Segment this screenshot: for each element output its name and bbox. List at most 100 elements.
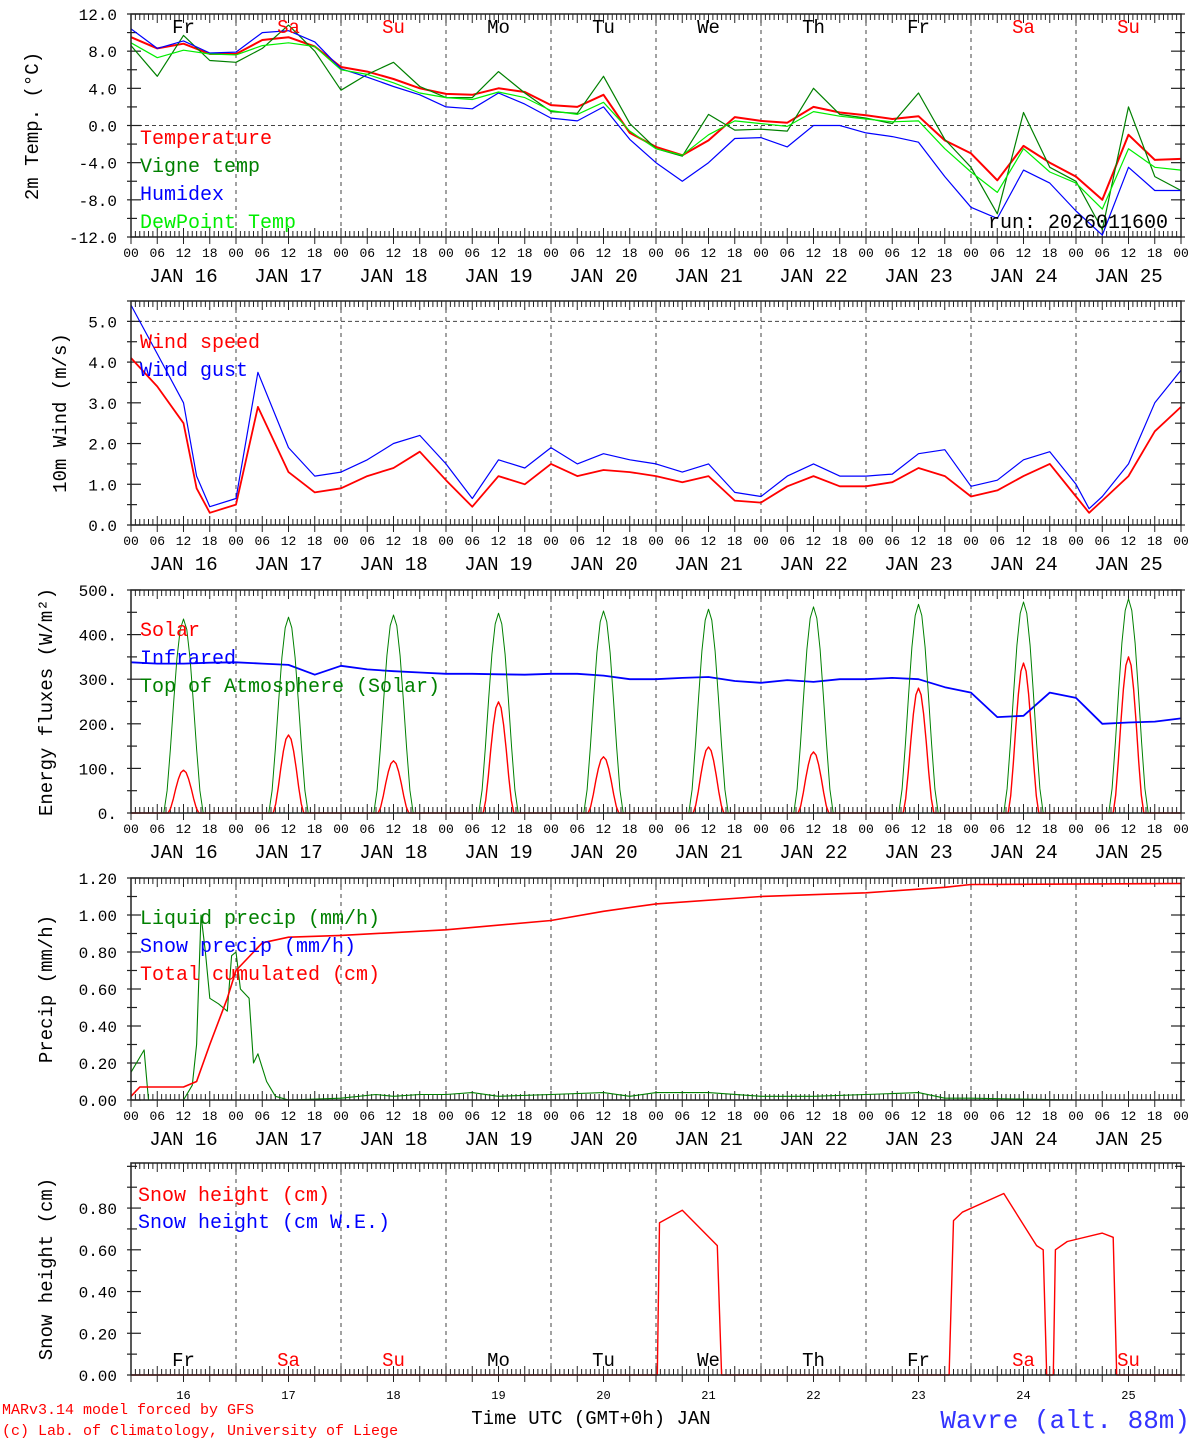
y-tick-label: 12.0 bbox=[79, 7, 117, 25]
x-hour-label: 06 bbox=[1094, 534, 1110, 549]
x-hour-label: 18 bbox=[727, 822, 743, 837]
x-hour-label: 18 bbox=[412, 822, 428, 837]
weekday-label: Fr bbox=[172, 1350, 195, 1372]
x-hour-label: 12 bbox=[176, 1109, 192, 1124]
x-hour-label: 18 bbox=[622, 246, 638, 261]
x-hour-label: 18 bbox=[622, 822, 638, 837]
x-hour-label: 00 bbox=[228, 246, 244, 261]
x-hour-label: 06 bbox=[674, 822, 690, 837]
x-hour-label: 00 bbox=[123, 246, 139, 261]
x-hour-label: 18 bbox=[937, 1109, 953, 1124]
x-hour-label: 18 bbox=[412, 534, 428, 549]
x-hour-label: 12 bbox=[1121, 822, 1137, 837]
x-hour-label: 18 bbox=[622, 534, 638, 549]
y-tick-label: 3.0 bbox=[88, 396, 117, 414]
x-hour-label: 06 bbox=[674, 534, 690, 549]
x-date-label: JAN 25 bbox=[1094, 554, 1162, 576]
x-day-number: 22 bbox=[806, 1389, 820, 1403]
y-tick-label: 0.80 bbox=[79, 945, 117, 963]
x-day-number: 25 bbox=[1121, 1389, 1135, 1403]
x-date-label: JAN 19 bbox=[464, 266, 532, 288]
y-tick-label: 100. bbox=[79, 761, 117, 779]
legend-temperature: Temperature bbox=[140, 128, 272, 151]
x-hour-label: 06 bbox=[254, 1109, 270, 1124]
x-hour-label: 00 bbox=[963, 1109, 979, 1124]
x-hour-label: 06 bbox=[464, 1109, 480, 1124]
x-hour-label: 06 bbox=[884, 1109, 900, 1124]
legend-snow-height-we: Snow height (cm W.E.) bbox=[138, 1212, 390, 1235]
x-date-label: JAN 23 bbox=[884, 1129, 952, 1151]
x-date-label: JAN 21 bbox=[674, 266, 742, 288]
x-hour-label: 06 bbox=[779, 822, 795, 837]
y-tick-label: 200. bbox=[79, 717, 117, 735]
x-hour-label: 00 bbox=[1173, 1109, 1189, 1124]
x-date-label: JAN 24 bbox=[989, 842, 1057, 864]
x-hour-label: 12 bbox=[281, 246, 297, 261]
y-tick-label: -12.0 bbox=[69, 230, 117, 248]
x-date-label: JAN 22 bbox=[779, 1129, 847, 1151]
legend-total-cumulated: Total cumulated (cm) bbox=[140, 964, 380, 987]
x-hour-label: 06 bbox=[569, 822, 585, 837]
x-date-label: JAN 22 bbox=[779, 554, 847, 576]
weekday-label: Sa bbox=[277, 17, 300, 39]
x-hour-label: 06 bbox=[989, 1109, 1005, 1124]
x-hour-label: 00 bbox=[858, 822, 874, 837]
x-date-label: JAN 24 bbox=[989, 1129, 1057, 1151]
series-total-cumulated-cm bbox=[130, 882, 1182, 1097]
y-tick-label: 4.0 bbox=[88, 355, 117, 373]
x-hour-label: 18 bbox=[1042, 534, 1058, 549]
x-date-label: JAN 25 bbox=[1094, 842, 1162, 864]
x-hour-label: 18 bbox=[307, 246, 323, 261]
x-date-label: JAN 20 bbox=[569, 842, 637, 864]
x-hour-label: 00 bbox=[333, 534, 349, 549]
x-hour-label: 18 bbox=[1147, 534, 1163, 549]
x-hour-label: 00 bbox=[1068, 822, 1084, 837]
x-date-label: JAN 24 bbox=[989, 554, 1057, 576]
x-hour-label: 00 bbox=[1173, 246, 1189, 261]
x-day-number: 23 bbox=[911, 1389, 925, 1403]
x-hour-label: 18 bbox=[307, 1109, 323, 1124]
x-hour-label: 18 bbox=[307, 822, 323, 837]
weekday-label: Th bbox=[802, 1350, 825, 1372]
y-tick-label: 1.0 bbox=[88, 477, 117, 495]
x-hour-label: 18 bbox=[832, 1109, 848, 1124]
x-day-number: 21 bbox=[701, 1389, 715, 1403]
x-hour-label: 00 bbox=[753, 1109, 769, 1124]
x-hour-label: 18 bbox=[727, 246, 743, 261]
x-hour-label: 12 bbox=[1121, 534, 1137, 549]
y-tick-label: 1.00 bbox=[79, 908, 117, 926]
x-date-label: JAN 16 bbox=[149, 1129, 217, 1151]
plot-frame bbox=[130, 300, 1182, 526]
x-hour-label: 12 bbox=[386, 822, 402, 837]
x-hour-label: 12 bbox=[176, 246, 192, 261]
y-tick-label: 0.60 bbox=[79, 1243, 117, 1261]
x-hour-label: 00 bbox=[963, 534, 979, 549]
x-date-label: JAN 19 bbox=[464, 554, 532, 576]
x-hour-label: 00 bbox=[438, 534, 454, 549]
x-hour-label: 18 bbox=[202, 1109, 218, 1124]
x-hour-label: 00 bbox=[1068, 246, 1084, 261]
x-hour-label: 00 bbox=[333, 822, 349, 837]
y-tick-label: 0. bbox=[98, 806, 117, 824]
x-hour-label: 18 bbox=[202, 534, 218, 549]
x-hour-label: 12 bbox=[491, 246, 507, 261]
panel-4: 0.00 0.20 0.40 0.60 0.80 Fr Sa Su Mo Tu We Th Fr Sa Su… bbox=[79, 1162, 1185, 1403]
x-hour-label: 06 bbox=[779, 1109, 795, 1124]
x-hour-label: 06 bbox=[1094, 822, 1110, 837]
x-hour-label: 06 bbox=[674, 1109, 690, 1124]
x-hour-label: 18 bbox=[727, 1109, 743, 1124]
x-date-label: JAN 20 bbox=[569, 1129, 637, 1151]
x-hour-label: 12 bbox=[176, 534, 192, 549]
legend-snow-height: Snow height (cm) bbox=[138, 1185, 330, 1208]
x-hour-label: 18 bbox=[832, 534, 848, 549]
weekday-label: Sa bbox=[1012, 17, 1035, 39]
x-hour-label: 18 bbox=[727, 534, 743, 549]
x-hour-label: 12 bbox=[911, 1109, 927, 1124]
x-hour-label: 18 bbox=[937, 534, 953, 549]
y-tick-label: 300. bbox=[79, 672, 117, 690]
x-date-label: JAN 19 bbox=[464, 1129, 532, 1151]
x-hour-label: 12 bbox=[596, 246, 612, 261]
x-hour-label: 06 bbox=[149, 1109, 165, 1124]
y-tick-label: 0.80 bbox=[79, 1201, 117, 1219]
x-hour-label: 00 bbox=[1173, 822, 1189, 837]
